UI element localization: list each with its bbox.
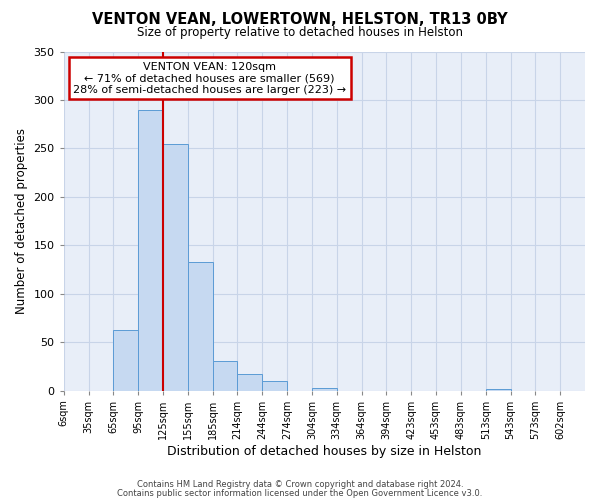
Bar [312,388,337,390]
Bar [262,381,287,390]
Text: Contains public sector information licensed under the Open Government Licence v3: Contains public sector information licen… [118,489,482,498]
Bar [486,388,511,390]
Y-axis label: Number of detached properties: Number of detached properties [15,128,28,314]
Bar [238,374,262,390]
Text: VENTON VEAN: 120sqm
← 71% of detached houses are smaller (569)
28% of semi-detac: VENTON VEAN: 120sqm ← 71% of detached ho… [73,62,346,95]
Text: Size of property relative to detached houses in Helston: Size of property relative to detached ho… [137,26,463,39]
Bar [113,330,138,390]
Text: Contains HM Land Registry data © Crown copyright and database right 2024.: Contains HM Land Registry data © Crown c… [137,480,463,489]
Bar [163,144,188,390]
Bar [138,110,163,390]
X-axis label: Distribution of detached houses by size in Helston: Distribution of detached houses by size … [167,444,482,458]
Bar [188,262,212,390]
Text: VENTON VEAN, LOWERTOWN, HELSTON, TR13 0BY: VENTON VEAN, LOWERTOWN, HELSTON, TR13 0B… [92,12,508,28]
Bar [212,362,238,390]
